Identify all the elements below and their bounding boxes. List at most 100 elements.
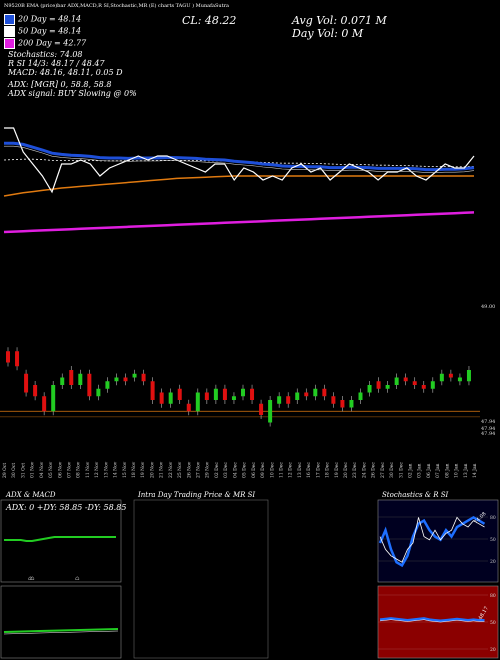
candle-body: [177, 388, 182, 400]
x-tick-label: 09 Dec: [260, 462, 266, 478]
stoch-level-label: 50: [490, 537, 496, 543]
ema20-swatch: [4, 14, 15, 25]
legend-ema50: 50 Day = 48.14: [4, 26, 81, 37]
adx-readout-bar: ADX: 0 +DY: 58.85 -DY: 58.85: [6, 503, 127, 512]
x-tick-label: 16 Dec: [306, 462, 312, 478]
rsi-line: [379, 617, 485, 623]
macd-readout: MACD: 48.16, 48.11, 0.05 D: [8, 68, 123, 77]
x-tick-label: 08 Nov: [76, 461, 82, 478]
legend-ema200-label: 200 Day = 42.77: [18, 38, 87, 48]
candle-body: [15, 351, 20, 367]
candle-body: [60, 377, 65, 385]
x-tick-label: 17 Dec: [315, 462, 321, 478]
x-tick-label: 07 Nov: [67, 461, 73, 478]
stochastics-readout: Stochastics: 74.08: [8, 50, 83, 59]
candle-body: [430, 381, 435, 389]
x-tick-label: 12 Dec: [288, 462, 294, 478]
candle-body: [403, 377, 408, 382]
intraday-panel-frame: [133, 499, 269, 659]
x-tick-label: 10 Dec: [269, 462, 275, 478]
candle-body: [96, 388, 101, 397]
adx-line: [4, 536, 116, 542]
price-axis-label: 49.00: [481, 304, 496, 310]
candle-body: [33, 385, 38, 397]
candle-axis-label-2: 47.94: [481, 426, 496, 432]
stoch-panel-frame: [377, 499, 499, 583]
candle-body: [222, 388, 227, 400]
macd-signal-line: [3, 630, 119, 635]
x-tick-label: 30 Dec: [389, 462, 395, 478]
candle-body: [250, 388, 255, 400]
candle-body: [421, 385, 426, 389]
candle-body: [358, 392, 363, 400]
candle-body: [105, 381, 110, 389]
x-tick-label: 06 Jan: [426, 463, 432, 478]
x-tick-label: 03 Dec: [223, 462, 229, 478]
candle-body: [331, 396, 336, 404]
candle-body: [349, 400, 354, 408]
rsi-level-label: 20: [490, 647, 496, 653]
candle-body: [24, 373, 29, 393]
intraday-title: Intra Day Trading Price & MR SI: [138, 491, 256, 499]
rsi-level-label: 50: [490, 620, 496, 626]
ema200-swatch: [4, 38, 15, 49]
candle-body: [313, 388, 318, 397]
x-tick-label: 11 Nov: [85, 461, 91, 478]
x-tick-label: 22 Nov: [168, 461, 174, 478]
candle-body: [448, 373, 453, 378]
adx-macd-title: ADX & MACD: [6, 491, 56, 499]
candle-axis-label-3: 47.94: [481, 431, 496, 437]
candle-body: [114, 377, 119, 382]
legend-ema200: 200 Day = 42.77: [4, 38, 86, 49]
x-tick-label: 06 Dec: [251, 462, 257, 478]
close-price-label: CL: 48.22: [182, 14, 237, 27]
candle-body: [241, 388, 245, 397]
x-tick-label: 04 Nov: [39, 461, 45, 478]
adx-signal-readout: ADX signal: BUY Slowing @ 0%: [8, 89, 137, 98]
candle-body: [295, 392, 300, 400]
candle-body: [439, 373, 444, 382]
x-tick-label: 06 Nov: [57, 461, 63, 478]
x-tick-label: 13 Dec: [297, 462, 303, 478]
candle-body: [132, 373, 137, 378]
adx-readout: ADX: [MGR] 0, 58.8, 58.8: [8, 80, 112, 89]
stoch-level-label: 80: [490, 515, 496, 521]
x-tick-label: 26 Nov: [186, 461, 192, 478]
x-tick-label: 18 Nov: [131, 461, 137, 478]
x-tick-label: 07 Jan: [435, 463, 441, 478]
adx-marker: ⌂: [28, 575, 33, 582]
x-tick-label: 21 Nov: [159, 461, 165, 478]
candle-body: [268, 400, 273, 423]
candle-body: [340, 400, 345, 408]
candle-body: [259, 403, 264, 415]
candle-body: [277, 396, 282, 404]
x-tick-label: 03 Jan: [417, 463, 423, 478]
x-tick-label: 02 Dec: [214, 462, 220, 478]
candle-body: [367, 385, 372, 393]
macd-line: [3, 628, 119, 633]
legend-ema20: 20 Day = 48.14: [4, 14, 81, 25]
ema50-swatch: [4, 26, 15, 37]
series-ema-thin-line: [4, 145, 475, 173]
candle-body: [412, 381, 417, 385]
x-tick-label: 31 Dec: [398, 462, 404, 478]
candle-body: [195, 392, 200, 412]
x-tick-label: 15 Nov: [122, 461, 128, 478]
candle-body: [376, 381, 381, 389]
x-tick-label: 18 Dec: [325, 462, 331, 478]
candle-body: [231, 396, 236, 400]
x-tick-label: 23 Dec: [352, 462, 358, 478]
day-volume-label: Day Vol: 0 M: [292, 27, 364, 40]
candle-body: [385, 385, 390, 389]
rsi-readout: R SI 14/3: 48.17 / 48.47: [8, 59, 105, 68]
candle-body: [42, 396, 47, 412]
x-tick-label: 31 Oct: [20, 463, 26, 478]
candle-axis-label-1: 47.94: [481, 419, 496, 425]
x-tick-label: 25 Nov: [177, 461, 183, 478]
candle-body: [457, 377, 462, 382]
legend-ema50-label: 50 Day = 48.14: [18, 26, 82, 36]
x-tick-label: 27 Dec: [380, 462, 386, 478]
x-tick-label: 27 Nov: [196, 461, 202, 478]
x-tick-label: 12 Nov: [94, 461, 100, 478]
